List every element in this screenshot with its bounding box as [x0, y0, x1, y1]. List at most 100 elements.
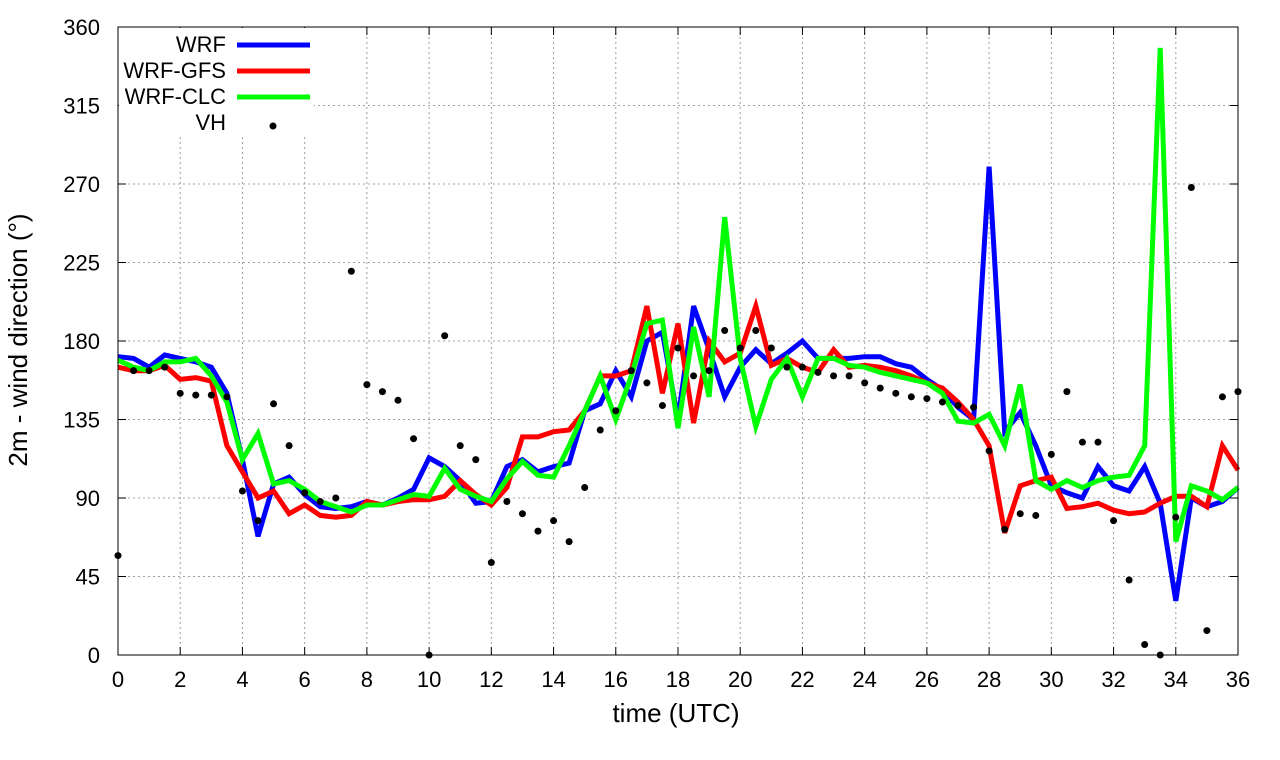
data-point [612, 407, 620, 415]
data-point [643, 379, 651, 387]
x-tick-label: 24 [852, 667, 876, 692]
legend-label: WRF-CLC [125, 84, 227, 109]
data-point [1016, 510, 1024, 518]
data-point [223, 393, 231, 401]
y-tick-label: 135 [63, 408, 100, 433]
x-tick-label: 18 [666, 667, 690, 692]
data-point [1172, 513, 1180, 521]
data-point [550, 517, 558, 525]
data-point [830, 372, 838, 380]
x-tick-label: 32 [1101, 667, 1125, 692]
data-point [627, 367, 635, 375]
data-point [798, 363, 806, 371]
data-point [907, 393, 915, 401]
data-point [1125, 576, 1133, 584]
data-point [472, 456, 480, 464]
data-point [192, 391, 200, 399]
y-tick-label: 180 [63, 329, 100, 354]
x-tick-label: 28 [977, 667, 1001, 692]
x-tick-label: 0 [112, 667, 124, 692]
data-point [1094, 438, 1102, 446]
data-point [363, 381, 371, 389]
data-point [238, 487, 246, 495]
data-point [410, 435, 418, 443]
data-point [892, 389, 900, 397]
data-point [861, 379, 869, 387]
series-line [117, 297, 1241, 534]
x-tick-label: 10 [417, 667, 441, 692]
y-axis-label: 2m - wind direction (°) [3, 213, 33, 466]
data-point [534, 527, 542, 535]
series-wrf-gfs [117, 297, 1241, 534]
x-tick-label: 36 [1226, 667, 1250, 692]
data-point [923, 395, 931, 403]
data-point [876, 384, 884, 392]
data-point [487, 559, 495, 567]
series-layer [114, 47, 1242, 659]
data-point [565, 538, 573, 546]
data-point [783, 363, 791, 371]
data-point [1078, 438, 1086, 446]
data-point [285, 442, 293, 450]
x-tick-label: 22 [790, 667, 814, 692]
y-tick-label: 270 [63, 172, 100, 197]
x-tick-label: 20 [728, 667, 752, 692]
y-tick-label: 225 [63, 251, 100, 276]
x-tick-label: 16 [604, 667, 628, 692]
y-tick-label: 90 [76, 486, 100, 511]
data-point [518, 510, 526, 518]
x-tick-label: 14 [541, 667, 565, 692]
x-tick-label: 4 [236, 667, 248, 692]
data-point [176, 389, 184, 397]
data-point [332, 494, 340, 502]
x-tick-label: 26 [915, 667, 939, 692]
x-tick-label: 34 [1164, 667, 1188, 692]
data-point [970, 403, 978, 411]
data-point [394, 396, 402, 404]
data-point [1063, 388, 1071, 396]
y-tick-label: 0 [88, 643, 100, 668]
x-tick-label: 2 [174, 667, 186, 692]
data-point [1032, 511, 1040, 519]
legend-label: VH [195, 110, 226, 135]
data-point [705, 367, 713, 375]
x-tick-label: 12 [479, 667, 503, 692]
data-point [1001, 525, 1009, 533]
data-point [161, 363, 169, 371]
y-tick-label: 315 [63, 94, 100, 119]
legend-swatch [269, 122, 277, 130]
data-point [130, 367, 138, 375]
data-point [954, 402, 962, 410]
data-point [985, 447, 993, 455]
y-tick-label: 45 [76, 565, 100, 590]
data-point [1218, 393, 1226, 401]
x-axis-label: time (UTC) [612, 698, 739, 728]
x-tick-label: 30 [1039, 667, 1063, 692]
grid-lines [118, 27, 1238, 655]
y-tick-label: 360 [63, 15, 100, 40]
data-point [690, 372, 698, 380]
data-point [1047, 450, 1055, 458]
data-point [581, 484, 589, 492]
axis-ticks: 0 2 4 6 8 10 12 14 16 18 20 22 24 26 28 30 32 34 360459013… [63, 15, 1250, 692]
data-point [1187, 183, 1195, 191]
data-point [316, 497, 324, 505]
data-point [441, 332, 449, 340]
data-point [145, 367, 153, 375]
series-vh [114, 183, 1242, 659]
data-point [752, 327, 760, 335]
data-point [1203, 627, 1211, 635]
x-tick-label: 6 [299, 667, 311, 692]
data-point [721, 327, 729, 335]
data-point [347, 267, 355, 275]
data-point [845, 372, 853, 380]
data-point [301, 489, 309, 497]
data-point [270, 400, 278, 408]
data-point [674, 344, 682, 352]
data-point [1110, 517, 1118, 525]
legend-label: WRF [176, 32, 226, 57]
data-point [254, 517, 262, 525]
data-point [378, 388, 386, 396]
